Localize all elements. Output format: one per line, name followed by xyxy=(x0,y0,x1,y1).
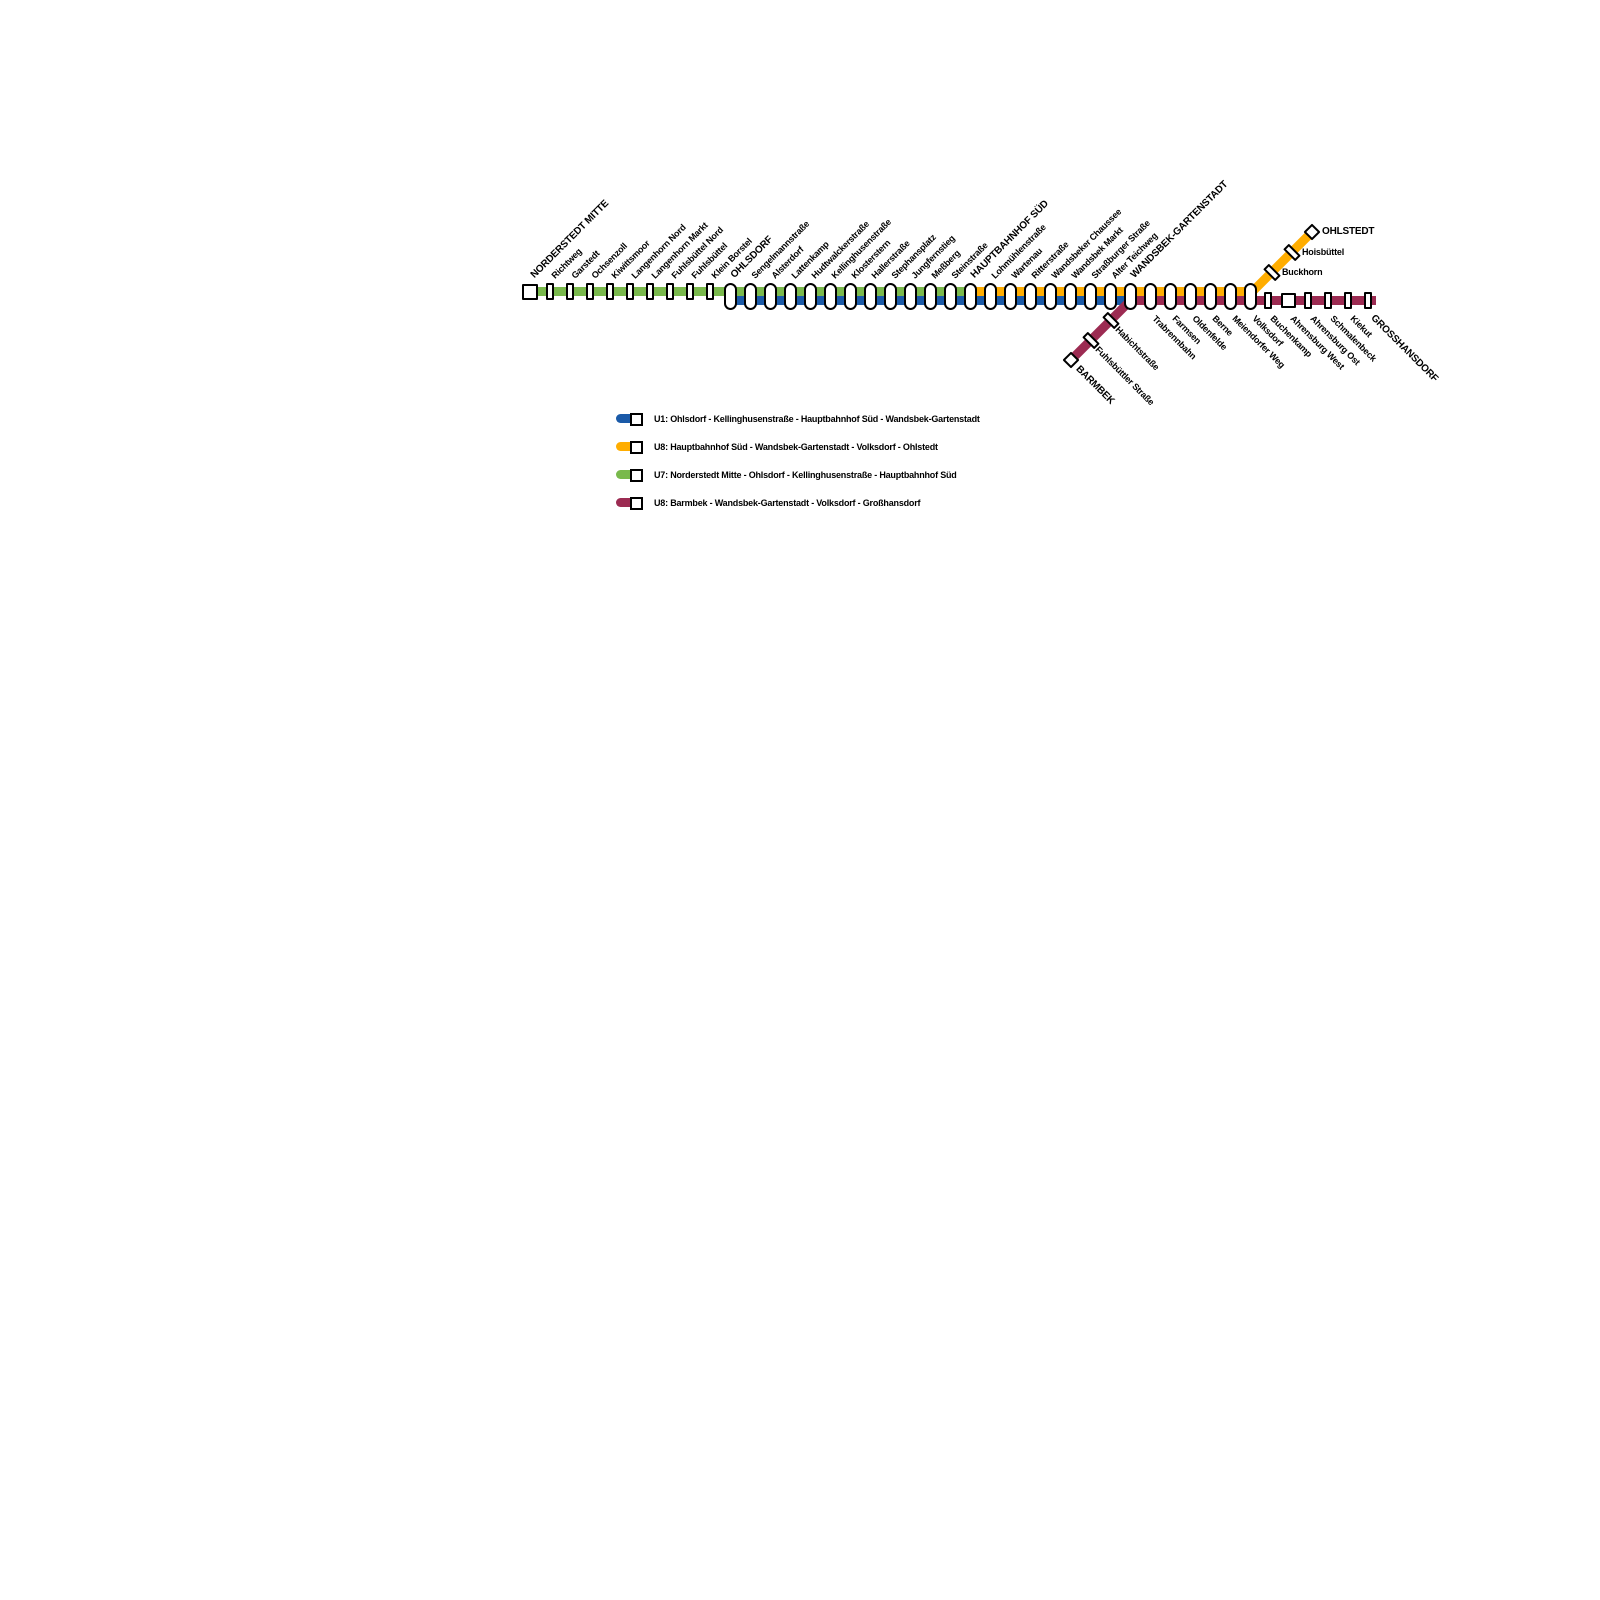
station-marker xyxy=(1123,282,1137,310)
station-marker xyxy=(686,283,694,300)
legend-station-swatch xyxy=(630,468,643,482)
station-marker xyxy=(863,282,877,310)
station-marker xyxy=(1043,282,1057,310)
legend-label: U7: Norderstedt Mitte - Ohlsdorf - Kelli… xyxy=(654,470,957,480)
legend-label: U1: Ohlsdorf - Kellinghusenstraße - Haup… xyxy=(654,414,980,424)
station-label: OHLSTEDT xyxy=(1322,226,1375,237)
legend-line-swatch xyxy=(616,442,642,451)
station-marker xyxy=(943,282,957,310)
station-marker xyxy=(1143,282,1157,310)
station-marker xyxy=(586,283,594,300)
station-marker xyxy=(803,282,817,310)
legend-station-swatch xyxy=(630,440,643,454)
station-marker xyxy=(823,282,837,310)
station-marker xyxy=(883,282,897,310)
station-marker xyxy=(666,283,674,300)
station-marker xyxy=(763,282,777,310)
station-marker xyxy=(1364,292,1372,309)
station-marker xyxy=(626,283,634,300)
station-marker xyxy=(1344,292,1352,309)
station-marker xyxy=(983,282,997,310)
station-label: GROSSHANSDORF xyxy=(1368,312,1441,385)
station-marker xyxy=(1243,282,1257,310)
station-label: BARMBEK xyxy=(1073,363,1117,407)
station-marker xyxy=(1203,282,1217,310)
station-marker xyxy=(1103,282,1117,310)
station-marker xyxy=(903,282,917,310)
station-marker xyxy=(1223,282,1237,310)
legend-line-swatch xyxy=(616,414,642,423)
station-marker xyxy=(646,283,654,300)
station-marker xyxy=(1063,282,1077,310)
station-marker xyxy=(743,282,757,310)
station-marker xyxy=(706,283,714,300)
station-marker xyxy=(1023,282,1037,310)
station-marker xyxy=(1163,282,1177,310)
legend-station-swatch xyxy=(630,496,643,510)
station-marker xyxy=(566,283,574,300)
station-marker xyxy=(963,282,977,310)
station-marker xyxy=(546,283,554,300)
station-marker xyxy=(522,283,538,300)
legend-line-swatch xyxy=(616,498,642,507)
legend-station-swatch xyxy=(630,412,643,426)
legend-label: U8: Hauptbahnhof Süd - Wandsbek-Gartenst… xyxy=(654,442,938,452)
station-marker xyxy=(1183,282,1197,310)
station-label: Buckhorn xyxy=(1282,267,1323,277)
station-marker xyxy=(1324,292,1332,309)
legend-line-swatch xyxy=(616,470,642,479)
station-marker xyxy=(1083,282,1097,310)
station-marker xyxy=(606,283,614,300)
station-marker xyxy=(723,282,737,310)
station-marker xyxy=(1264,292,1272,309)
station-label: Hoisbüttel xyxy=(1302,247,1344,257)
legend-label: U8: Barmbek - Wandsbek-Gartenstadt - Vol… xyxy=(654,498,921,508)
station-marker xyxy=(843,282,857,310)
station-marker xyxy=(923,282,937,310)
station-marker xyxy=(1280,293,1296,308)
station-marker xyxy=(1304,292,1312,309)
station-marker xyxy=(783,282,797,310)
station-marker xyxy=(1003,282,1017,310)
